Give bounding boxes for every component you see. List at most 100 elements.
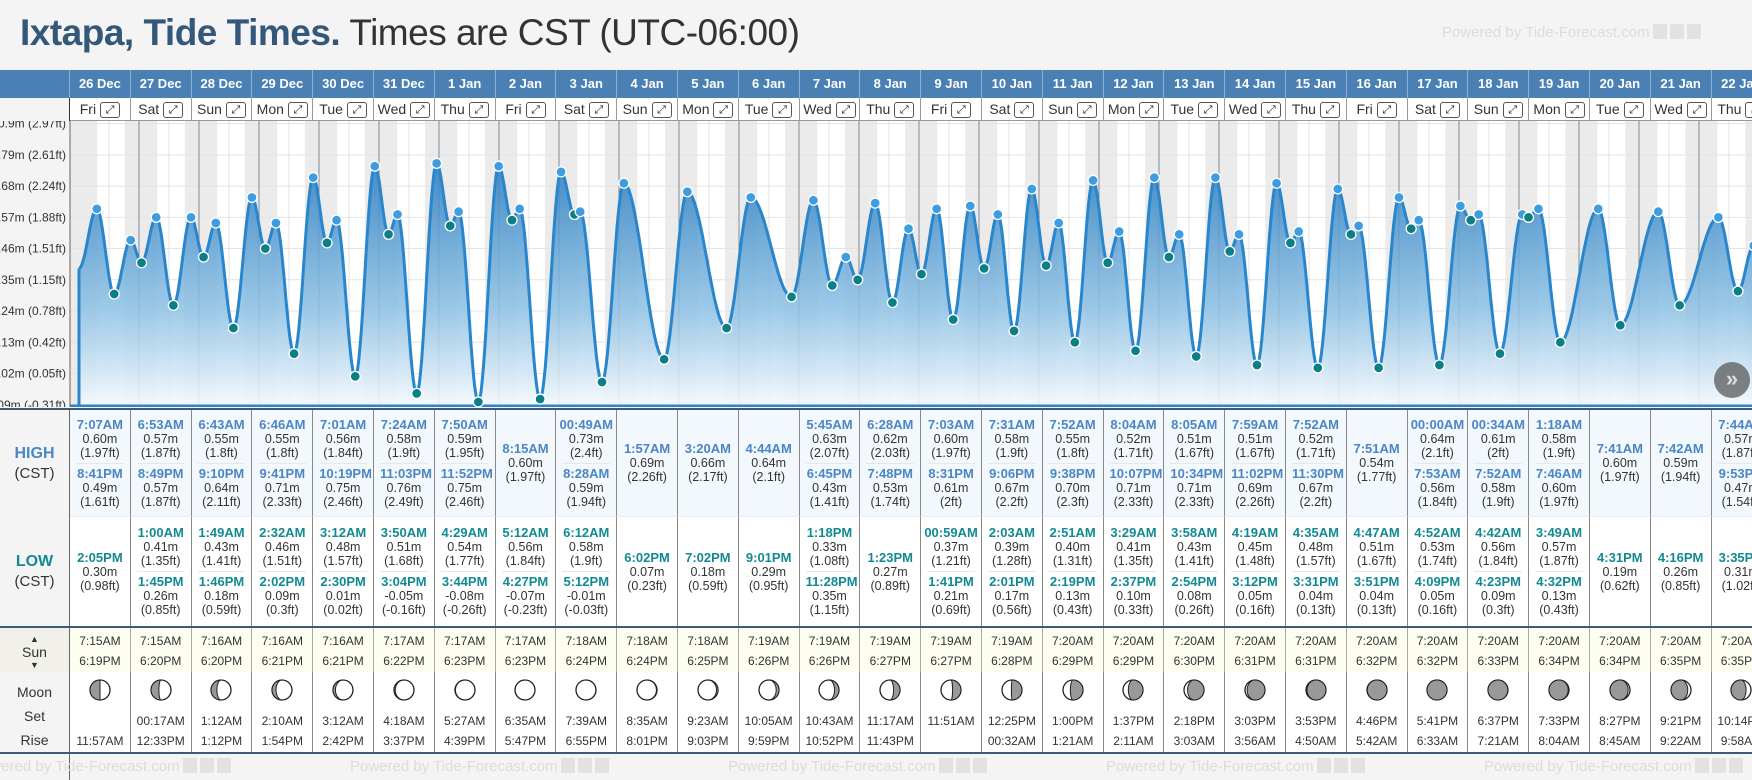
expand-day-button[interactable]: ⤢ [410, 102, 431, 118]
powered-by-watermark[interactable]: Powered by Tide-Forecast.com [728, 758, 987, 775]
low-tide-marker[interactable] [1129, 345, 1142, 357]
high-tide-marker[interactable] [930, 203, 943, 215]
high-tide-marker[interactable] [1173, 228, 1185, 241]
powered-by-watermark[interactable]: Powered by Tide-Forecast.com [0, 758, 231, 775]
expand-day-button[interactable]: ⤢ [1745, 102, 1752, 118]
low-tide-marker[interactable] [444, 220, 456, 232]
high-tide-marker[interactable] [430, 157, 443, 170]
high-tide-marker[interactable] [964, 200, 976, 212]
expand-day-button[interactable]: ⤢ [163, 102, 184, 118]
powered-by-watermark[interactable]: Powered by Tide-Forecast.com [1442, 24, 1701, 41]
high-tide-marker[interactable] [1053, 217, 1065, 229]
expand-day-button[interactable]: ⤢ [651, 102, 672, 118]
low-tide-marker[interactable] [658, 353, 670, 365]
low-tide-marker[interactable] [227, 322, 240, 334]
high-tide-marker[interactable] [807, 194, 820, 206]
high-tide-marker[interactable] [840, 251, 852, 263]
powered-by-watermark[interactable]: Powered by Tide-Forecast.com [350, 758, 609, 775]
high-tide-marker[interactable] [330, 214, 343, 226]
low-tide-marker[interactable] [1465, 214, 1477, 226]
low-tide-marker[interactable] [785, 291, 798, 303]
high-tide-marker[interactable] [452, 205, 465, 218]
high-tide-marker[interactable] [1393, 191, 1405, 204]
high-tide-marker[interactable] [992, 208, 1004, 221]
high-tide-marker[interactable] [1454, 200, 1467, 212]
high-tide-marker[interactable] [1270, 177, 1283, 189]
low-tide-marker[interactable] [1405, 223, 1417, 235]
expand-day-button[interactable]: ⤢ [100, 102, 121, 118]
low-tide-marker[interactable] [1069, 336, 1081, 348]
low-tide-marker[interactable] [1345, 228, 1357, 241]
high-tide-marker[interactable] [307, 171, 319, 184]
expand-day-button[interactable]: ⤢ [1623, 102, 1644, 118]
high-tide-marker[interactable] [513, 203, 526, 215]
low-tide-marker[interactable] [1008, 325, 1020, 337]
high-tide-marker[interactable] [869, 197, 881, 209]
high-tide-marker[interactable] [1592, 203, 1604, 215]
powered-by-watermark[interactable]: Powered by Tide-Forecast.com [1484, 758, 1743, 775]
low-tide-marker[interactable] [1554, 336, 1566, 348]
expand-day-button[interactable]: ⤢ [1319, 102, 1340, 118]
low-tide-marker[interactable] [1312, 362, 1324, 374]
high-tide-marker[interactable] [1712, 211, 1724, 223]
high-tide-marker[interactable] [185, 211, 197, 223]
high-tide-marker[interactable] [246, 191, 258, 204]
high-tide-marker[interactable] [1748, 240, 1752, 252]
low-tide-marker[interactable] [349, 370, 361, 383]
low-tide-marker[interactable] [1040, 259, 1052, 272]
expand-day-button[interactable]: ⤢ [1014, 102, 1035, 118]
expand-day-button[interactable]: ⤢ [713, 102, 734, 118]
high-tide-marker[interactable] [1233, 228, 1245, 241]
low-tide-marker[interactable] [1674, 299, 1686, 312]
low-tide-marker[interactable] [1732, 285, 1744, 297]
low-tide-marker[interactable] [534, 393, 546, 405]
high-tide-marker[interactable] [1652, 205, 1664, 218]
low-tide-marker[interactable] [197, 251, 210, 263]
low-tide-marker[interactable] [1251, 359, 1263, 371]
high-tide-marker[interactable] [1473, 208, 1485, 221]
expand-day-button[interactable]: ⤢ [1139, 102, 1160, 118]
expand-day-button[interactable]: ⤢ [1502, 102, 1523, 118]
high-tide-marker[interactable] [369, 160, 381, 172]
high-tide-marker[interactable] [1209, 171, 1222, 184]
low-tide-marker[interactable] [506, 214, 518, 226]
high-tide-marker[interactable] [1148, 171, 1160, 184]
high-tide-marker[interactable] [493, 160, 505, 172]
low-tide-marker[interactable] [1190, 350, 1202, 363]
expand-day-button[interactable]: ⤢ [1077, 102, 1098, 118]
expand-day-button[interactable]: ⤢ [772, 102, 793, 118]
high-tide-marker[interactable] [1413, 214, 1425, 226]
expand-day-button[interactable]: ⤢ [287, 102, 308, 118]
low-tide-marker[interactable] [886, 296, 899, 309]
low-tide-marker[interactable] [978, 262, 990, 275]
expand-day-button[interactable]: ⤢ [1564, 102, 1585, 118]
expand-day-button[interactable]: ⤢ [588, 102, 609, 118]
low-tide-marker[interactable] [1614, 319, 1626, 331]
high-tide-marker[interactable] [902, 223, 915, 235]
low-tide-marker[interactable] [135, 257, 148, 269]
high-tide-marker[interactable] [91, 203, 103, 215]
low-tide-marker[interactable] [596, 376, 608, 388]
low-tide-marker[interactable] [1163, 251, 1175, 263]
expand-day-button[interactable]: ⤢ [951, 102, 972, 118]
expand-day-button[interactable]: ⤢ [1439, 102, 1460, 118]
high-tide-marker[interactable] [1293, 225, 1305, 238]
low-tide-marker[interactable] [826, 279, 838, 292]
low-tide-marker[interactable] [947, 313, 959, 326]
high-tide-marker[interactable] [745, 191, 757, 204]
high-tide-marker[interactable] [391, 208, 404, 221]
low-tide-marker[interactable] [321, 237, 333, 249]
low-tide-marker[interactable] [1224, 245, 1236, 258]
expand-day-button[interactable]: ⤢ [1261, 102, 1282, 118]
high-tide-marker[interactable] [1087, 174, 1099, 187]
low-tide-marker[interactable] [720, 322, 733, 334]
expand-day-button[interactable]: ⤢ [1198, 102, 1219, 118]
high-tide-marker[interactable] [210, 217, 222, 229]
powered-by-watermark[interactable]: Powered by Tide-Forecast.com [1106, 758, 1365, 775]
low-tide-marker[interactable] [1372, 362, 1385, 374]
low-tide-marker[interactable] [167, 299, 180, 312]
high-tide-marker[interactable] [681, 186, 693, 198]
high-tide-marker[interactable] [1352, 220, 1365, 232]
expand-day-button[interactable]: ⤢ [525, 102, 546, 118]
expand-day-button[interactable]: ⤢ [835, 102, 856, 118]
